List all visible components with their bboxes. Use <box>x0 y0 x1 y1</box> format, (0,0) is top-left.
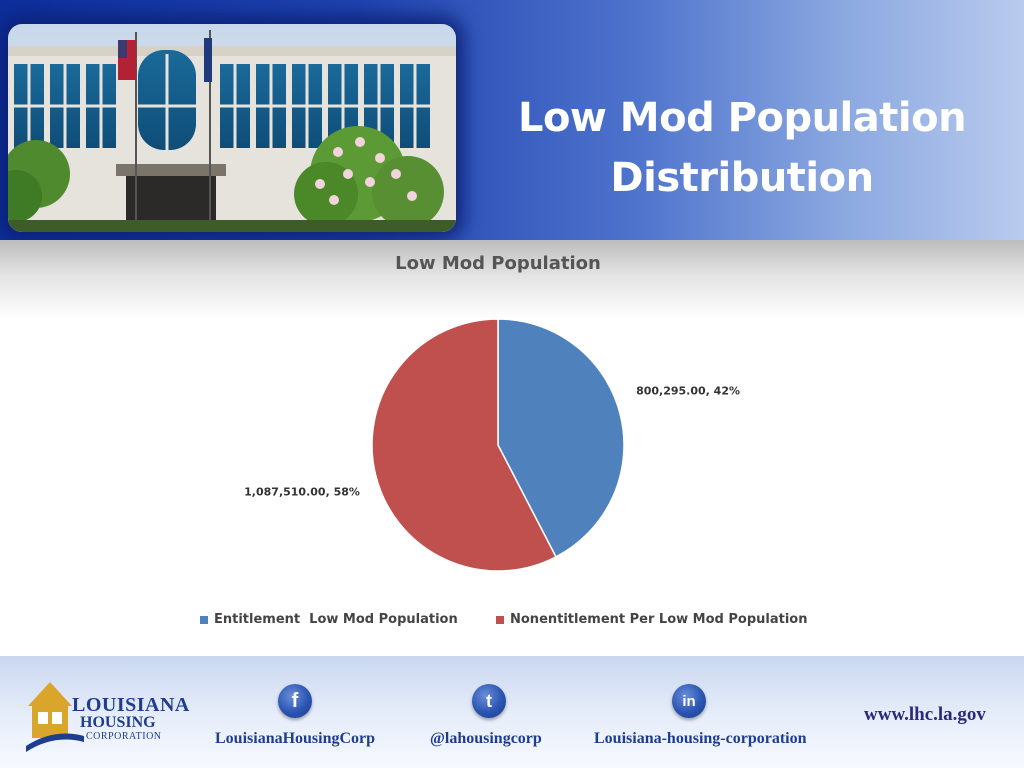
slide-title: Low Mod Population Distribution <box>500 88 984 208</box>
data-label-entitlement: 800,295.00, 42% <box>636 384 740 397</box>
house-logo-icon <box>26 682 84 752</box>
facebook-icon[interactable]: f <box>278 684 312 718</box>
facebook-link[interactable]: LouisianaHousingCorp <box>215 730 376 747</box>
chart-legend: Entitlement Low Mod Population Nonentitl… <box>0 612 1024 634</box>
pie-slices <box>371 318 625 572</box>
building-photo <box>8 24 456 232</box>
logo-word-corporation: CORPORATION <box>86 731 162 742</box>
building-photo-illustration <box>8 24 456 232</box>
lhc-logo: LOUISIANA HOUSING CORPORATION <box>24 676 189 756</box>
legend-label-nonentitlement: Nonentitlement Per Low Mod Population <box>510 612 808 627</box>
legend-item-nonentitlement: Nonentitlement Per Low Mod Population <box>496 612 808 627</box>
legend-swatch-nonentitlement <box>496 615 504 624</box>
logo-word-louisiana: LOUISIANA <box>72 694 190 716</box>
legend-swatch-entitlement <box>200 615 208 624</box>
slide-title-line1: Low Mod Population <box>517 95 967 141</box>
data-label-nonentitlement: 1,087,510.00, 58% <box>244 486 360 499</box>
legend-item-entitlement: Entitlement Low Mod Population <box>200 612 458 627</box>
legend-label-entitlement: Entitlement Low Mod Population <box>214 612 458 627</box>
pie-slice-nonentitlement <box>371 318 557 572</box>
footer-bar <box>0 656 1024 768</box>
twitter-icon[interactable]: t <box>472 684 506 718</box>
pie-slice-entitlement <box>497 318 625 558</box>
slide-title-line2: Distribution <box>610 155 874 201</box>
chart-header-band <box>0 240 1024 320</box>
logo-word-housing: HOUSING <box>80 714 156 731</box>
linkedin-icon[interactable]: in <box>672 684 706 718</box>
chart-title: Low Mod Population <box>395 253 601 274</box>
website-link[interactable]: www.lhc.la.gov <box>864 704 986 725</box>
twitter-link[interactable]: @lahousingcorp <box>430 730 542 747</box>
linkedin-link[interactable]: Louisiana-housing-corporation <box>594 730 807 747</box>
